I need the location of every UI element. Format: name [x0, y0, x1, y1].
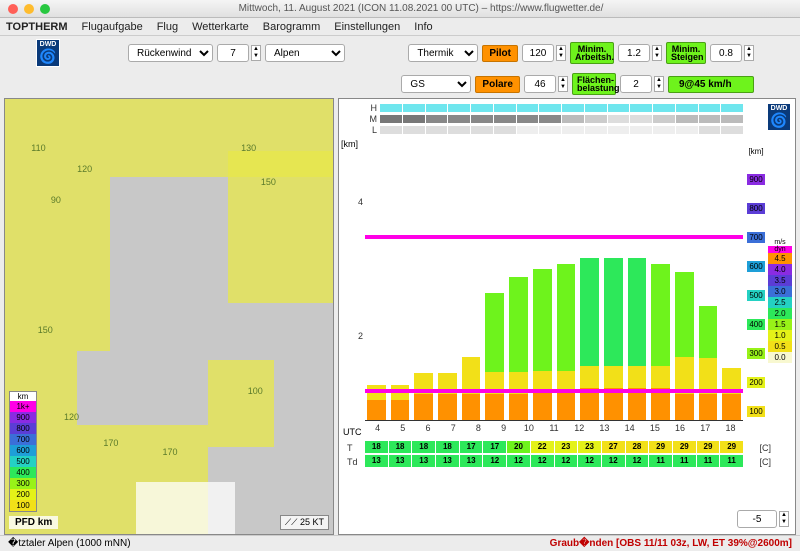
- toolbar-row-2: GS Polare ▲▼ Flächen- belastung ▲▼ 9@45 …: [0, 70, 800, 98]
- menu-toptherm[interactable]: TOPTHERM: [6, 21, 68, 33]
- traffic-lights: [8, 4, 50, 14]
- stepper-btn[interactable]: ▲▼: [251, 45, 261, 61]
- status-left: �tztaler Alpen (1000 mNN): [8, 538, 131, 549]
- menubar: TOPTHERM Flugaufgabe Flug Wetterkarte Ba…: [0, 18, 800, 36]
- menu-barogramm[interactable]: Barogramm: [263, 21, 320, 33]
- map-legend: km 1k+900800700600500400300200100: [9, 391, 37, 512]
- toolbar-row-1: DWD Rückenwind ▲▼ Alpen Thermik Pilot ▲▼…: [0, 36, 800, 70]
- map[interactable]: 11012090150130120170170100150: [5, 99, 333, 534]
- speed-badge: 9@45 km/h: [668, 76, 754, 93]
- km-scale: [km] 900800700600500400300200100: [747, 147, 765, 478]
- minarb-val[interactable]: [618, 44, 650, 62]
- pfd-label: PFD km: [9, 516, 58, 529]
- map-panel: 11012090150130120170170100150 km 1k+9008…: [4, 98, 334, 535]
- minarb-label: Minim. Arbeitsh.: [570, 42, 614, 64]
- polare-val[interactable]: [524, 75, 556, 93]
- menu-flug[interactable]: Flug: [157, 21, 178, 33]
- minst-label: Minim. Steigen: [666, 42, 706, 64]
- titlebar: Mittwoch, 11. August 2021 (ICON 11.08.20…: [0, 0, 800, 18]
- pilot-button[interactable]: Pilot: [482, 45, 518, 62]
- minst-val[interactable]: [710, 44, 742, 62]
- utc-label: UTC: [343, 427, 362, 437]
- offset-stepper[interactable]: ▲▼: [737, 510, 789, 528]
- window-title: Mittwoch, 11. August 2021 (ICON 11.08.20…: [50, 3, 792, 14]
- dwd-logo: DWD: [36, 39, 60, 67]
- winddir-select[interactable]: Rückenwind: [128, 44, 213, 62]
- gs-select[interactable]: GS: [401, 75, 471, 93]
- region-select[interactable]: Alpen: [265, 44, 345, 62]
- magenta-lower: [365, 389, 743, 393]
- windval-stepper[interactable]: ▲▼: [217, 44, 261, 62]
- ms-legend: m/s dyn 4.54.03.53.02.52.01.51.00.50.0: [768, 239, 792, 363]
- status-bar: �tztaler Alpen (1000 mNN) Graub�nden [OB…: [0, 535, 800, 551]
- menu-info[interactable]: Info: [414, 21, 432, 33]
- menu-flugaufgabe[interactable]: Flugaufgabe: [82, 21, 143, 33]
- flachen-label: Flächen- belastung: [572, 73, 616, 95]
- pilot-val[interactable]: [522, 44, 554, 62]
- thermik-select[interactable]: Thermik: [408, 44, 478, 62]
- menu-wetterkarte[interactable]: Wetterkarte: [192, 21, 249, 33]
- min-dot[interactable]: [24, 4, 34, 14]
- status-right: Graub�nden [OBS 11/11 03z, LW, ET 39%@26…: [550, 538, 792, 549]
- wind-badge: ⟋⟋ 25 KT: [280, 515, 329, 530]
- max-dot[interactable]: [40, 4, 50, 14]
- close-dot[interactable]: [8, 4, 18, 14]
- windval-input[interactable]: [217, 44, 249, 62]
- chart-panel: DWD HML [km] 42 UTC 45678910111213141516…: [338, 98, 796, 535]
- flachen-val[interactable]: [620, 75, 652, 93]
- chart-area: HML [km] 42 UTC 456789101112131415161718…: [365, 103, 743, 478]
- thermal-grid: 42 UTC 456789101112131415161718 18181818…: [365, 139, 743, 459]
- polare-button[interactable]: Polare: [475, 76, 520, 93]
- main-area: 11012090150130120170170100150 km 1k+9008…: [0, 98, 800, 535]
- menu-einstellungen[interactable]: Einstellungen: [334, 21, 400, 33]
- dwd-logo-2: DWD: [767, 103, 791, 131]
- magenta-upper: [365, 235, 743, 239]
